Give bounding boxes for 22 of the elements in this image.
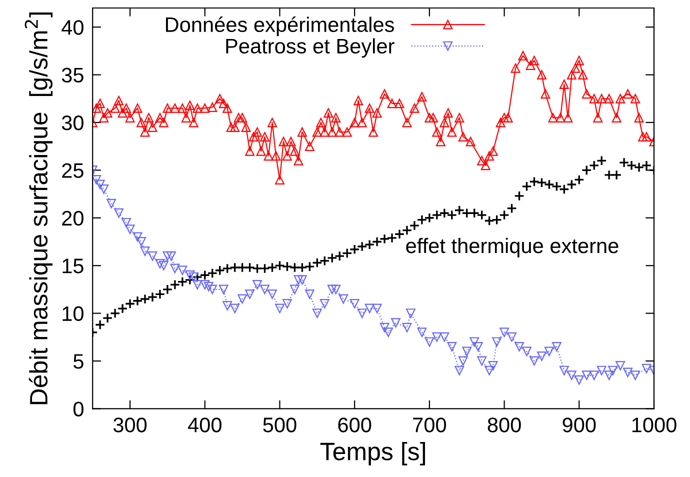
y-axis-title: Débit massique surfacique [g/s/m$^{2}$] [24,12,53,404]
x-tick-label: 800 [488,418,521,432]
x-tick-label: 1000 [632,418,676,432]
y-tick-label: 10 [62,306,84,322]
y-tick-label: 40 [62,20,84,35]
legend-label: Données expérimentales [166,16,394,36]
x-tick-label: 300 [113,418,147,432]
x-axis-title: Temps [s] [320,442,425,466]
legend-label: Peatross et Beyler [226,38,394,58]
x-tick-label: 500 [263,418,296,432]
x-tick-label: 700 [413,418,446,432]
y-tick-label: 30 [62,115,84,130]
x-tick-label: 900 [562,418,596,432]
annotation: effet thermique externe [406,238,618,258]
x-tick-label: 400 [188,418,222,432]
y-tick-label: 35 [62,68,84,83]
y-tick-label: 25 [62,163,84,178]
y-tick-label: 20 [62,210,84,226]
y-tick-label: 15 [62,258,84,274]
y-tick-label: 5 [74,354,84,369]
y-tick-label: 0 [73,402,84,416]
x-tick-label: 600 [338,418,372,432]
